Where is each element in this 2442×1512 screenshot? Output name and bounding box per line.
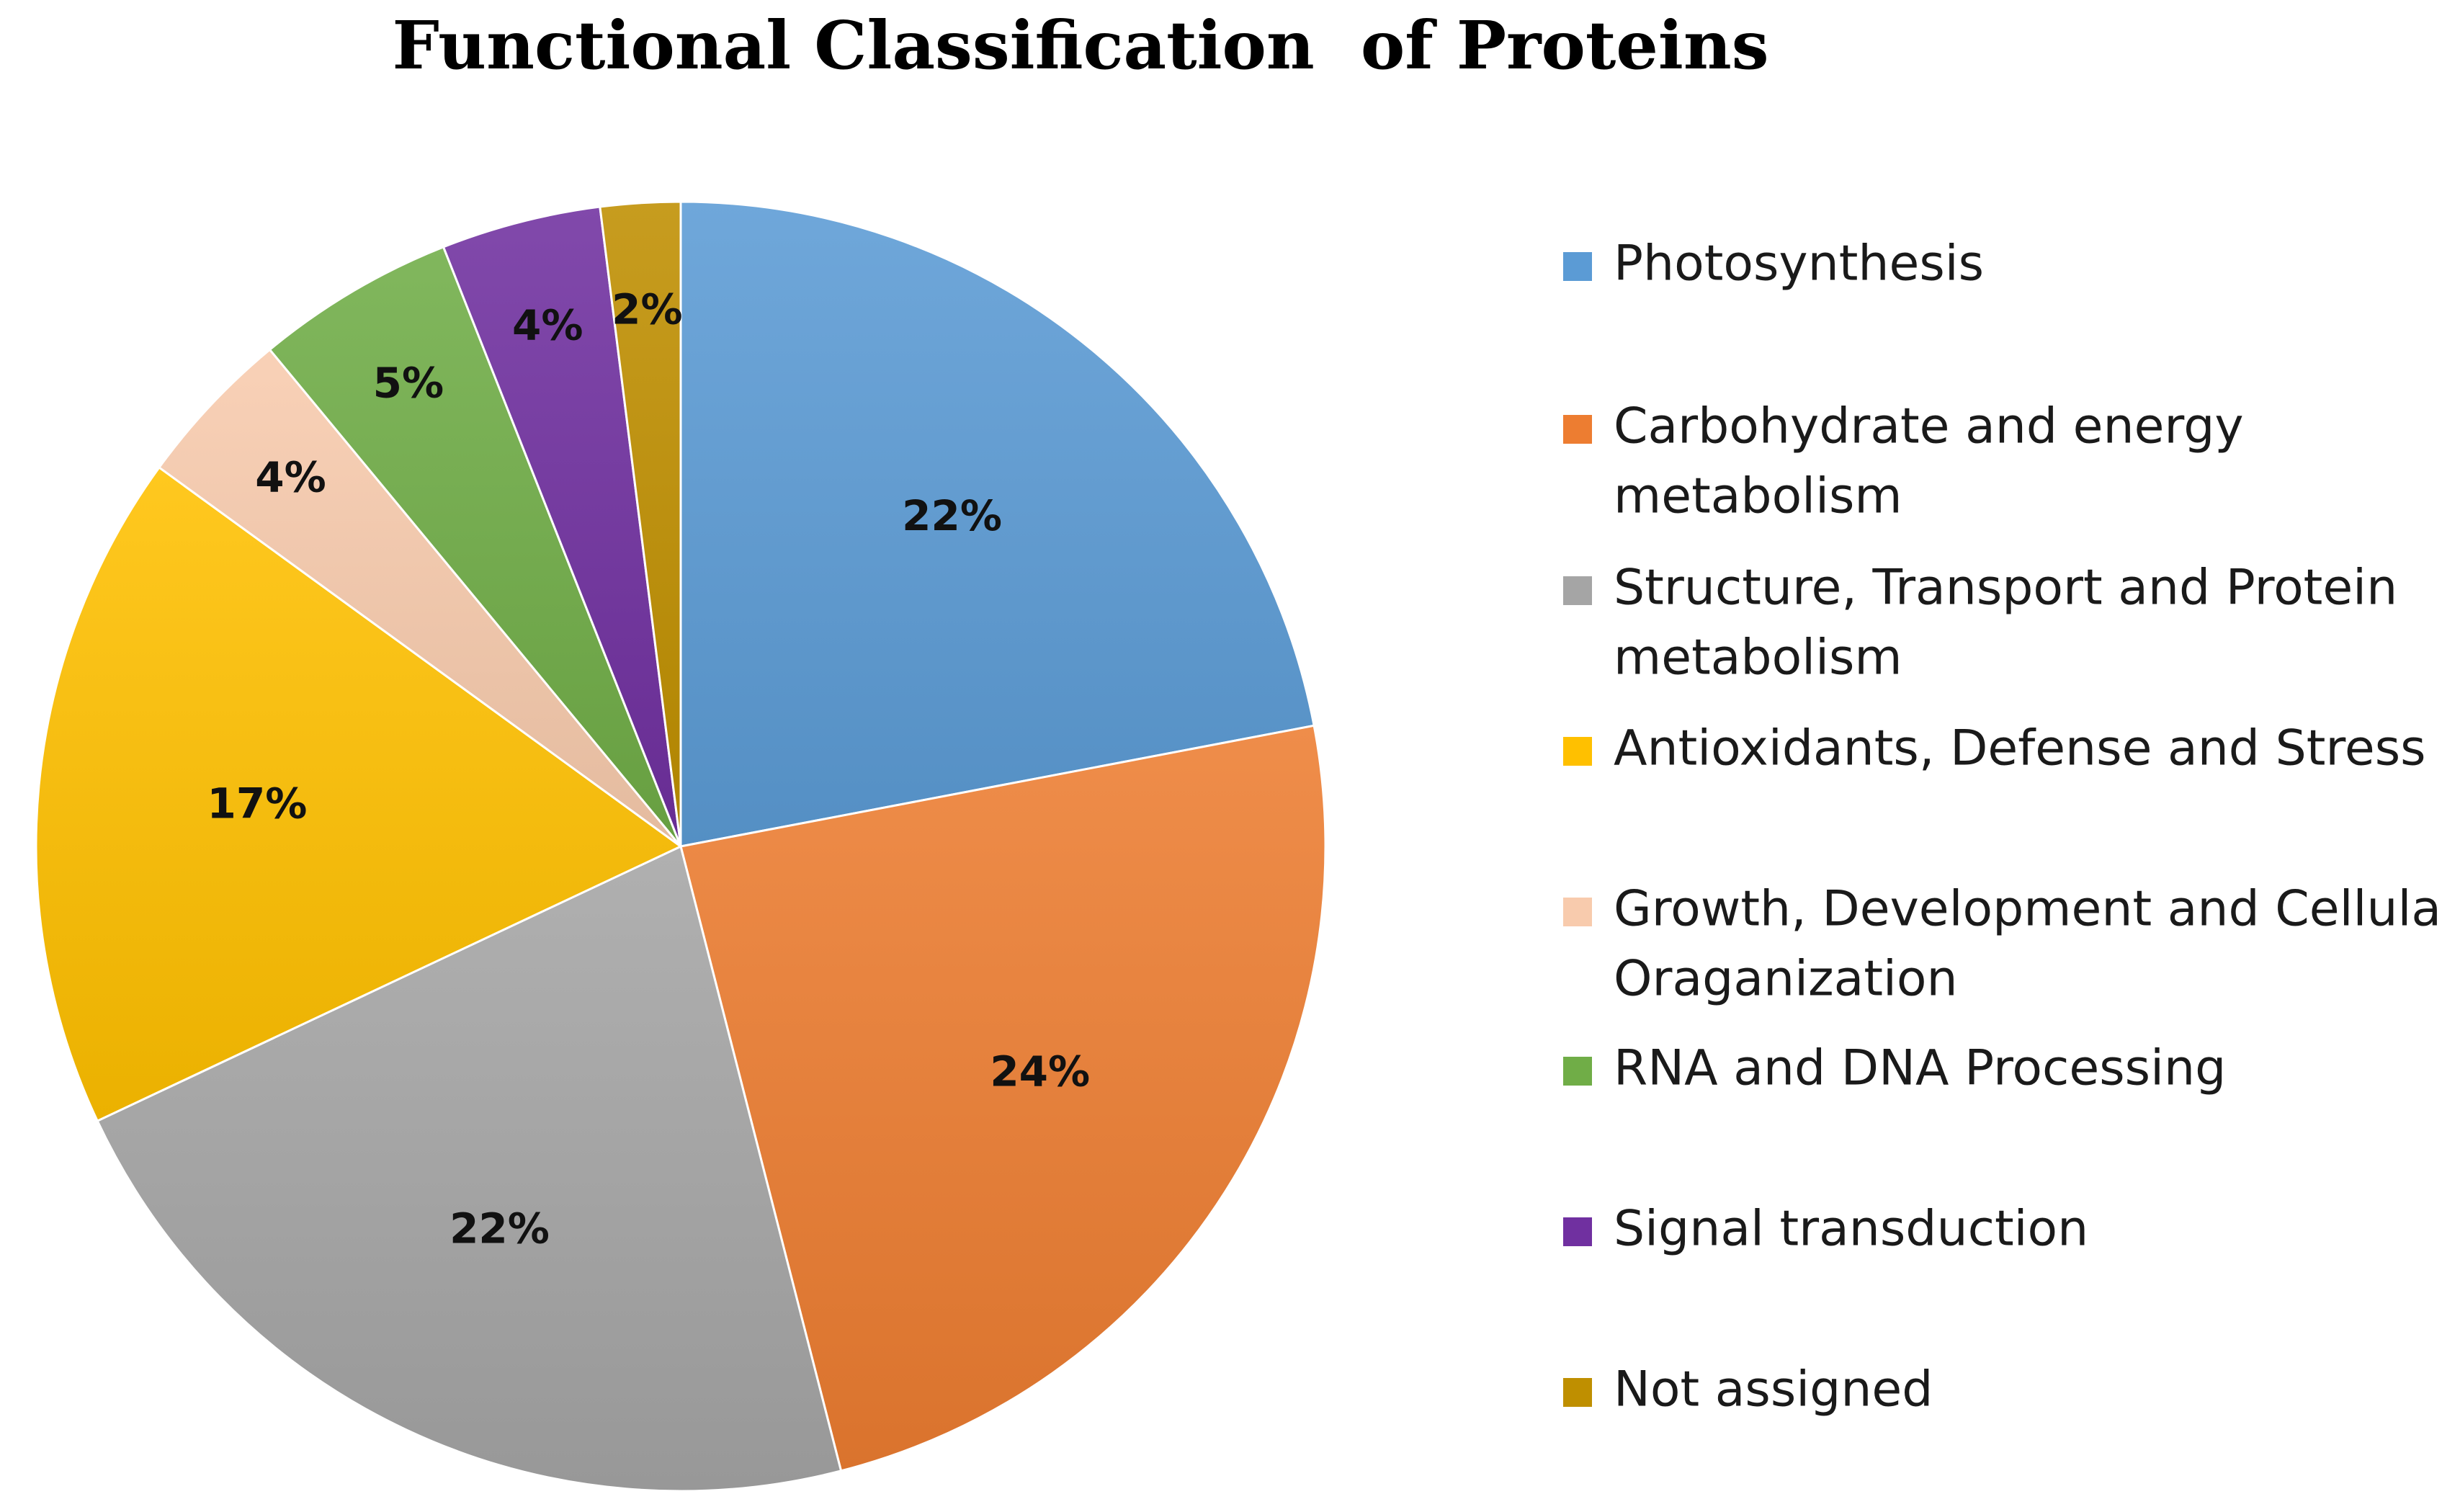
legend-label: Not assigned bbox=[1614, 1361, 1933, 1418]
data-label-photosynthesis: 22% bbox=[902, 491, 1002, 540]
legend-swatch bbox=[1563, 1378, 1592, 1407]
legend-item-growth-development-and-cellular-oraganization: Growth, Development and Cellular Oraganiz… bbox=[1563, 881, 2442, 1008]
legend-item-signal-transduction: Signal transduction bbox=[1563, 1201, 2088, 1258]
legend-label: Growth, Development and Cellular bbox=[1614, 881, 2442, 938]
pie-slice-structure-transport-and-protein-metabolism bbox=[96, 844, 843, 1493]
legend-swatch bbox=[1563, 737, 1592, 766]
pie-data-labels: 22% 24% 22% 17% 4% 5% 4% 2% bbox=[207, 285, 1091, 1253]
data-label-growth-development-and-cellular-oraganization: 4% bbox=[255, 453, 326, 502]
data-label-structure-transport-and-protein-metabolism: 22% bbox=[450, 1204, 550, 1253]
legend-swatch bbox=[1563, 252, 1592, 281]
data-label-not-assigned: 2% bbox=[612, 285, 682, 334]
pie-slice-rna-and-dna-processing bbox=[268, 245, 682, 847]
legend-swatch bbox=[1563, 1217, 1592, 1246]
legend: Photosynthesis Carbohydrate and energy met… bbox=[1563, 236, 2442, 1418]
legend-item-photosynthesis: Photosynthesis bbox=[1563, 236, 1984, 292]
legend-item-structure-transport-and-protein-metabolism: Structure, Transport and Protein metaboli… bbox=[1563, 560, 2397, 686]
data-label-carbohydrate-and-energy-metabolism: 24% bbox=[990, 1047, 1090, 1096]
pie-slice-antioxidants-defense-and-stress bbox=[35, 465, 683, 1123]
legend-label: Signal transduction bbox=[1614, 1201, 2088, 1258]
legend-label: Oraganization bbox=[1614, 951, 1958, 1008]
legend-item-rna-and-dna-processing: RNA and DNA Processing bbox=[1563, 1040, 2226, 1097]
pie-slice-carbohydrate-and-energy-metabolism bbox=[679, 724, 1327, 1472]
data-label-antioxidants-defense-and-stress: 17% bbox=[207, 779, 308, 828]
legend-swatch bbox=[1563, 415, 1592, 444]
legend-label: metabolism bbox=[1614, 468, 1902, 525]
data-label-signal-transduction: 4% bbox=[512, 301, 583, 350]
legend-item-carbohydrate-and-energy-metabolism: Carbohydrate and energy metabolism bbox=[1563, 398, 2244, 525]
pie-slice-signal-transduction bbox=[442, 205, 682, 847]
legend-swatch bbox=[1563, 1057, 1592, 1086]
pie-slice-photosynthesis bbox=[679, 200, 1315, 848]
legend-item-not-assigned: Not assigned bbox=[1563, 1361, 1933, 1418]
legend-swatch bbox=[1563, 898, 1592, 926]
legend-swatch bbox=[1563, 576, 1592, 605]
pie-slice-not-assigned bbox=[599, 200, 682, 847]
legend-label: Antioxidants, Defense and Stress bbox=[1614, 720, 2426, 777]
legend-label: Structure, Transport and Protein bbox=[1614, 560, 2397, 617]
legend-label: RNA and DNA Processing bbox=[1614, 1040, 2226, 1097]
legend-label: Carbohydrate and energy bbox=[1614, 398, 2244, 455]
legend-item-antioxidants-defense-and-stress: Antioxidants, Defense and Stress bbox=[1563, 720, 2426, 777]
legend-label: Photosynthesis bbox=[1614, 236, 1984, 292]
pie-slices bbox=[35, 200, 1327, 1493]
chart-title: Functional Classification of Proteins bbox=[392, 6, 1768, 84]
legend-label: metabolism bbox=[1614, 630, 1902, 686]
pie-slice-growth-development-and-cellular-oraganization bbox=[157, 348, 682, 848]
data-label-rna-and-dna-processing: 5% bbox=[373, 359, 444, 408]
